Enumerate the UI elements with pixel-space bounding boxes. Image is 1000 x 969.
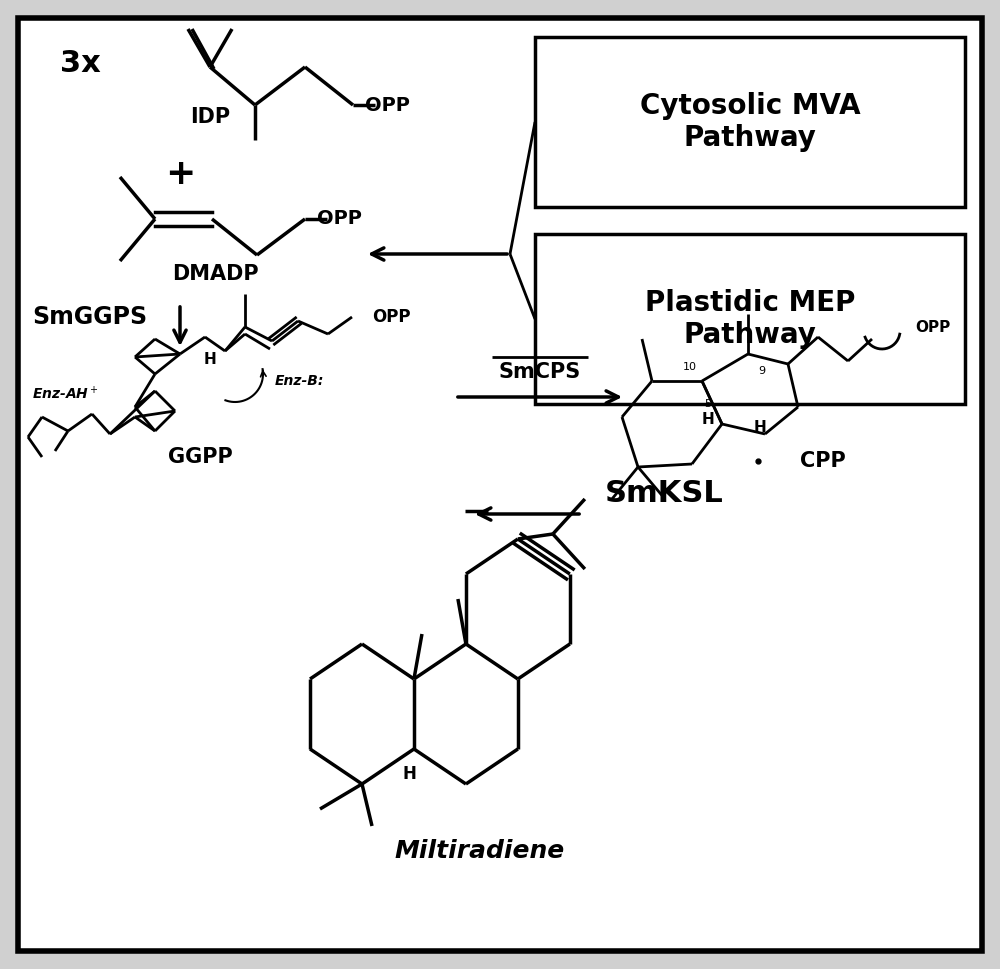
Text: DMADP: DMADP bbox=[172, 264, 258, 284]
Text: IDP: IDP bbox=[190, 107, 230, 127]
Text: OPP: OPP bbox=[317, 209, 361, 229]
Text: SmKSL: SmKSL bbox=[605, 480, 724, 509]
Text: GGPP: GGPP bbox=[168, 447, 232, 467]
Text: H: H bbox=[204, 352, 216, 366]
Text: SmGGPS: SmGGPS bbox=[32, 305, 147, 329]
Text: Miltiradiene: Miltiradiene bbox=[395, 839, 565, 863]
Text: OPP: OPP bbox=[915, 320, 950, 334]
Text: OPP: OPP bbox=[372, 308, 411, 326]
Text: +: + bbox=[165, 157, 195, 191]
Bar bbox=[535, 234, 965, 404]
Text: Enz-AH$^+$: Enz-AH$^+$ bbox=[32, 386, 99, 403]
Text: Plastidic MEP
Pathway: Plastidic MEP Pathway bbox=[645, 289, 855, 349]
Text: 5: 5 bbox=[704, 399, 712, 409]
Text: H: H bbox=[702, 412, 714, 426]
Text: 10: 10 bbox=[683, 362, 697, 372]
Text: 9: 9 bbox=[758, 366, 766, 376]
Text: H: H bbox=[754, 420, 766, 434]
Text: CPP: CPP bbox=[800, 451, 846, 471]
Bar bbox=[535, 37, 965, 207]
Text: OPP: OPP bbox=[365, 96, 409, 114]
Text: H: H bbox=[402, 765, 416, 783]
Text: Enz-B:: Enz-B: bbox=[275, 374, 324, 388]
Text: 3x: 3x bbox=[60, 49, 101, 78]
Text: SmCPS: SmCPS bbox=[499, 362, 581, 382]
Text: Cytosolic MVA
Pathway: Cytosolic MVA Pathway bbox=[640, 92, 860, 152]
